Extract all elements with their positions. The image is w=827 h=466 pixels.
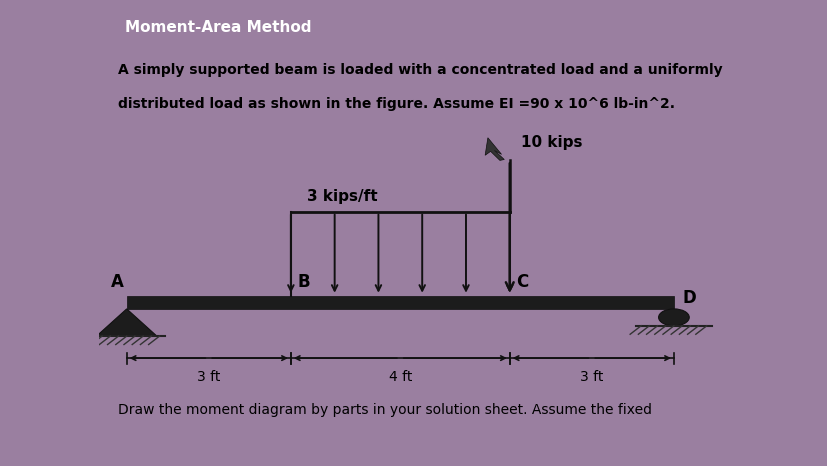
Text: D: D	[681, 289, 695, 307]
Text: 3 ft: 3 ft	[580, 370, 603, 384]
Text: 3 ft: 3 ft	[197, 370, 220, 384]
Text: 10 kips: 10 kips	[520, 135, 581, 150]
Circle shape	[657, 309, 688, 326]
Text: C: C	[516, 273, 528, 291]
Text: A: A	[111, 273, 124, 291]
Text: 4 ft: 4 ft	[388, 370, 412, 384]
Text: Moment-Area Method: Moment-Area Method	[124, 21, 311, 35]
Text: A simply supported beam is loaded with a concentrated load and a uniformly: A simply supported beam is loaded with a…	[118, 63, 722, 77]
Text: Draw the moment diagram by parts in your solution sheet. Assume the fixed: Draw the moment diagram by parts in your…	[118, 403, 652, 417]
Text: 3 kips/ft: 3 kips/ft	[307, 189, 377, 204]
FancyBboxPatch shape	[127, 295, 673, 309]
Polygon shape	[97, 309, 156, 336]
Polygon shape	[485, 138, 504, 160]
Text: distributed load as shown in the figure. Assume EI =90 x 10^6 lb-in^2.: distributed load as shown in the figure.…	[118, 97, 675, 111]
Text: B: B	[297, 273, 309, 291]
